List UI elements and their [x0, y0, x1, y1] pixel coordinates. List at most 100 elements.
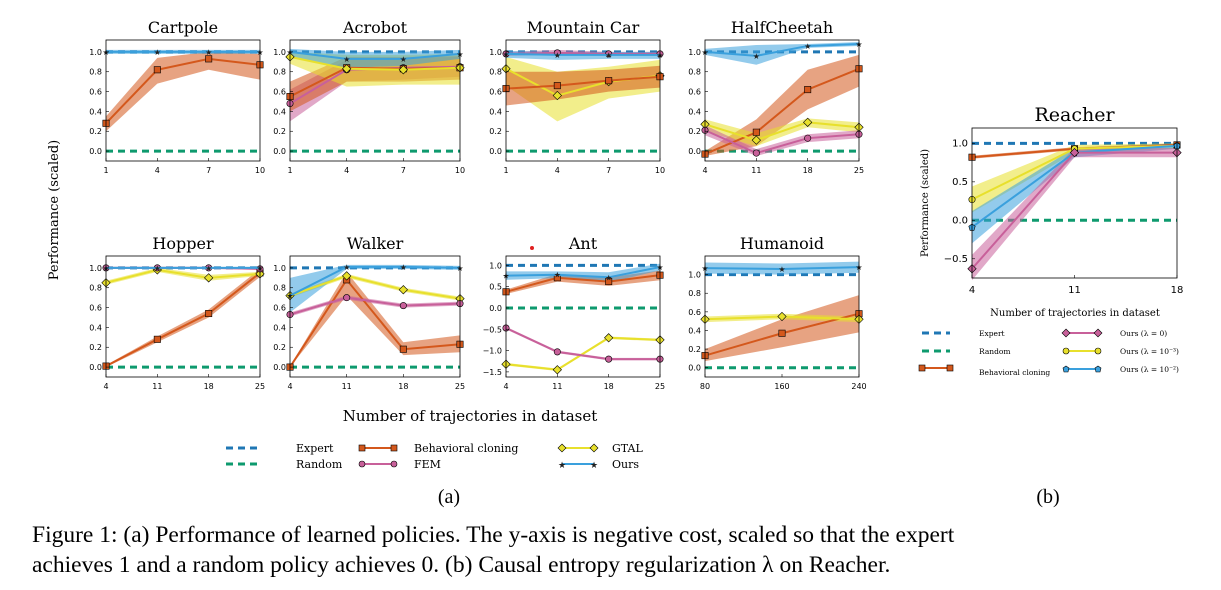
point-ours-walker-2: ★	[400, 263, 407, 272]
ytick-label-hopper-1: 0.2	[89, 343, 102, 352]
band-lam1-reacher	[972, 143, 1177, 244]
ytick-label-reacher-1: 0.0	[952, 215, 968, 226]
legend-a-bc-marker-2	[390, 444, 398, 452]
line-fem-ant	[505, 327, 660, 361]
point-gtal-walker-2	[398, 285, 408, 295]
point-gtal-hopper-2	[204, 273, 214, 283]
line-bc-ant	[505, 274, 661, 293]
ytick-label-halfcheetah-4: 0.8	[688, 68, 701, 77]
line-ours-acrobot	[289, 50, 461, 60]
panel-mountain-car: Mountain Car★ ★ ★ ★0.00.20.40.60.81.01 4 7 10	[489, 18, 665, 175]
point-ours-mountain-car-1: ★	[554, 51, 561, 60]
ylabel-a: Performance (scaled)	[47, 140, 62, 281]
band-bc-walker	[290, 271, 460, 368]
ytick-label-acrobot-0: 0.0	[273, 147, 286, 156]
line-bc-mountain-car	[505, 75, 661, 90]
axes-frame-halfcheetah	[704, 39, 860, 162]
xtick-label-ant-1: 11	[552, 382, 562, 391]
point-gtal-mountain-car-1	[552, 90, 562, 101]
point-bc-ant-2	[605, 278, 613, 286]
xtick-label-mountain-car-1: 4	[555, 166, 560, 175]
line-fem-halfcheetah	[704, 129, 860, 155]
ytick-label-ant-0: −1.5	[483, 368, 502, 377]
point-bc-cartpole-1	[153, 66, 161, 74]
axes-frame-cartpole	[105, 39, 261, 162]
ytick-label-ant-1: −1.0	[483, 347, 502, 356]
xtick-label-humanoid-1: 160	[774, 382, 789, 391]
xtick-label-acrobot-1: 4	[344, 166, 349, 175]
band-ours-halfcheetah	[705, 41, 859, 65]
panel-title-halfcheetah: HalfCheetah	[731, 18, 833, 37]
ytick-label-walker-3: 0.6	[273, 304, 286, 313]
xtick-label-humanoid-2: 240	[851, 382, 866, 391]
ytick-label-ant-4: 0.5	[489, 283, 502, 292]
band-ours-ant	[506, 263, 660, 283]
xtick-label-reacher-0: 4	[969, 285, 975, 296]
point-gtal-walker-1	[342, 271, 352, 281]
ytick-label-halfcheetah-1: 0.2	[688, 127, 701, 136]
ytick-label-hopper-4: 0.8	[89, 284, 102, 293]
line-bc-hopper	[105, 272, 261, 367]
band-ours-walker	[290, 264, 460, 313]
legend-b-expert-label: Expert	[979, 329, 1005, 338]
xlabel-a: Number of trajectories in dataset	[343, 407, 598, 425]
panel-title-cartpole: Cartpole	[148, 18, 218, 37]
point-gtal-humanoid-1	[777, 311, 787, 322]
point-fem-ant-1	[553, 348, 561, 356]
xtick-label-hopper-2: 18	[204, 382, 214, 391]
ytick-label-acrobot-1: 0.2	[273, 127, 286, 136]
panel-title-mountain-car: Mountain Car	[527, 18, 640, 37]
ytick-label-mountain-car-1: 0.2	[489, 127, 502, 136]
ytick-label-reacher-2: 0.5	[952, 177, 968, 188]
xtick-label-ant-2: 18	[604, 382, 614, 391]
line-ours-halfcheetah	[704, 42, 860, 57]
xtick-label-mountain-car-2: 7	[606, 166, 611, 175]
point-bc-halfcheetah-2	[804, 86, 812, 94]
ytick-label-acrobot-4: 0.8	[273, 68, 286, 77]
legend-a-fem-label: FEM	[414, 458, 441, 471]
legend-a-ours-label: Ours	[612, 458, 639, 471]
ytick-label-hopper-5: 1.0	[89, 264, 102, 273]
ytick-label-mountain-car-0: 0.0	[489, 147, 502, 156]
panel-hopper: Hopper★ ★ ★ ★0.00.20.40.60.81.04 11 18 25	[89, 234, 265, 391]
xtick-label-reacher-2: 18	[1171, 285, 1184, 296]
xtick-label-reacher-1: 11	[1068, 285, 1081, 296]
point-ours-acrobot-1: ★	[343, 55, 350, 64]
point-ours-ant-2: ★	[605, 273, 612, 282]
axes-frame-hopper	[105, 255, 261, 378]
xtick-label-hopper-0: 4	[103, 382, 108, 391]
panel-title-ant: Ant	[568, 234, 598, 253]
point-bc-mountain-car-1	[553, 82, 561, 90]
legend-b-lam0-marker-1	[1061, 328, 1071, 338]
caption-line-1: Figure 1: (a) Performance of learned pol…	[32, 522, 955, 548]
point-ours-halfcheetah-2: ★	[804, 42, 811, 51]
point-bc-halfcheetah-1	[752, 128, 760, 136]
ytick-label-cartpole-4: 0.8	[89, 68, 102, 77]
xtick-label-hopper-3: 25	[255, 382, 265, 391]
ylabel-b: Performance (scaled)	[920, 149, 931, 257]
ytick-label-ant-2: −0.5	[483, 325, 502, 334]
legend-a-bc-marker-1	[358, 444, 366, 452]
line-gtal-hopper	[105, 268, 261, 284]
line-gtal-acrobot	[289, 55, 461, 71]
xtick-label-walker-0: 4	[287, 382, 292, 391]
xtick-label-cartpole-1: 4	[155, 166, 160, 175]
legend-b-lam2-marker-1	[1062, 347, 1070, 355]
xtick-label-halfcheetah-0: 4	[702, 166, 707, 175]
point-gtal-acrobot-1	[342, 64, 352, 74]
xtick-label-mountain-car-0: 1	[503, 166, 508, 175]
xtick-label-acrobot-0: 1	[287, 166, 292, 175]
axes-frame-acrobot	[289, 39, 461, 162]
xtick-label-acrobot-2: 7	[401, 166, 406, 175]
ytick-label-halfcheetah-2: 0.4	[688, 107, 701, 116]
ytick-label-humanoid-2: 0.4	[688, 326, 701, 335]
ytick-label-humanoid-0: 0.0	[688, 364, 701, 373]
legend-a-gtal-label: GTAL	[612, 442, 643, 455]
panel-title-hopper: Hopper	[152, 234, 214, 253]
xtick-label-ant-3: 25	[655, 382, 665, 391]
ytick-label-humanoid-4: 0.8	[688, 289, 701, 298]
point-ours-cartpole-2: ★	[205, 48, 212, 57]
ytick-label-halfcheetah-0: 0.0	[688, 147, 701, 156]
point-gtal-halfcheetah-1	[751, 135, 761, 145]
